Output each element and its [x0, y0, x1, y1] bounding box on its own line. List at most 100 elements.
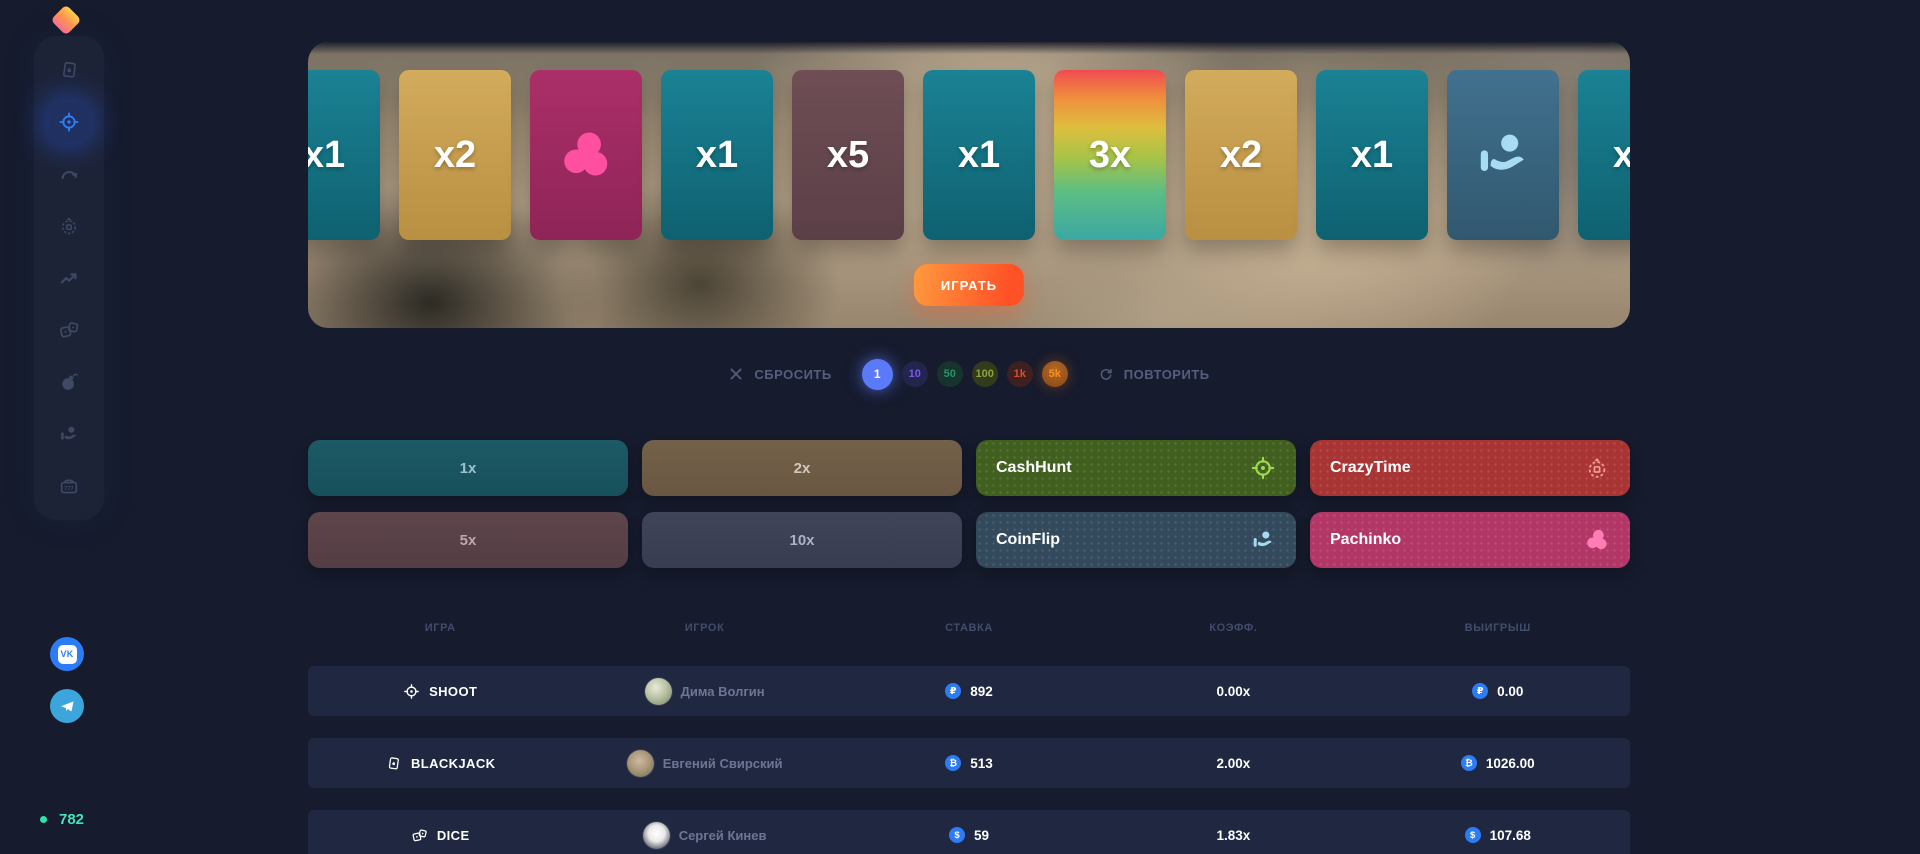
bet-amount: 892: [970, 683, 993, 699]
results-carousel: x1 x2 x1 x5 x1 3x x2 x1 x1 ИГРАТЬ: [308, 42, 1630, 328]
bet-10x-button[interactable]: 10x: [642, 512, 962, 568]
repeat-label: ПОВТОРИТЬ: [1123, 366, 1210, 382]
live-bets-table: ИГРА ИГРОК СТАВКА КОЭФФ. ВЫИГРЫШ SHOOT Д…: [308, 618, 1630, 854]
target-icon: [1250, 455, 1276, 481]
online-dot-icon: [40, 816, 47, 823]
sidebar-item-blackjack[interactable]: [49, 50, 89, 90]
paper-plane-icon: [60, 700, 74, 711]
game-name: SHOOT: [429, 683, 478, 699]
result-card: x1: [1578, 70, 1630, 240]
table-header-row: ИГРА ИГРОК СТАВКА КОЭФФ. ВЫИГРЫШ: [308, 618, 1630, 638]
sidebar-item-crash[interactable]: [49, 154, 89, 194]
col-header-player: ИГРОК: [684, 622, 725, 634]
sidebar-item-dice[interactable]: [49, 310, 89, 350]
bomb-icon: [61, 373, 78, 391]
reset-button[interactable]: СБРОСИТЬ: [728, 366, 831, 382]
brand-diamond-logo[interactable]: [50, 4, 82, 36]
sidebar-item-coinflip[interactable]: [49, 414, 89, 454]
currency-coin-icon: ₿: [945, 755, 962, 771]
sidebar-item-mines[interactable]: [49, 362, 89, 402]
sidebar: 777: [34, 36, 104, 520]
bet-cashhunt-button[interactable]: CashHunt: [976, 440, 1296, 496]
result-card: x1: [1316, 70, 1428, 240]
pachinko-berries-icon: [564, 132, 608, 176]
vk-icon: VK: [57, 644, 77, 664]
chip-50[interactable]: 50: [936, 361, 963, 387]
player-name: Евгений Свирский: [662, 755, 783, 771]
chip-5k[interactable]: 5k: [1041, 361, 1068, 387]
card-label: x2: [1219, 133, 1263, 176]
result-card-crazytime: 3x: [1054, 70, 1166, 240]
bet-coinflip-button[interactable]: CoinFlip: [976, 512, 1296, 568]
col-header-coeff: КОЭФФ.: [1209, 622, 1258, 634]
chip-10[interactable]: 10: [901, 361, 928, 387]
bet-5x-button[interactable]: 5x: [308, 512, 628, 568]
win-amount: 107.68: [1489, 827, 1531, 843]
avatar: [644, 677, 672, 705]
svg-text:777: 777: [64, 486, 73, 492]
chip-selector: 1 10 50 100 1k 5k: [861, 358, 1068, 390]
win-amount: 1026.00: [1485, 755, 1535, 771]
bet-buttons: 1x 2x CashHunt CrazyTime 5x 10x CoinFlip…: [308, 440, 1630, 568]
result-card: x2: [399, 70, 511, 240]
bet-label: Pachinko: [1330, 531, 1402, 548]
online-count: 782: [59, 811, 85, 828]
player-name: Дима Волгин: [680, 683, 765, 699]
chip-1[interactable]: 1: [861, 358, 893, 390]
sidebar-item-trading[interactable]: [49, 258, 89, 298]
sidebar-item-shoot[interactable]: [49, 102, 89, 142]
currency-coin-icon: ₿: [1460, 755, 1477, 771]
chip-100[interactable]: 100: [971, 361, 998, 387]
dice-icon: [411, 827, 428, 844]
card-label: x2: [433, 133, 477, 176]
table-row: BLACKJACK Евгений Свирский ₿ 513 2.00x ₿ 1…: [308, 738, 1630, 788]
dice-icon: [59, 321, 79, 338]
card-label: x1: [1350, 133, 1394, 176]
result-card: x1: [308, 70, 380, 240]
currency-coin-icon: ₽: [1472, 683, 1489, 699]
online-counter: 782: [40, 811, 84, 828]
telegram-social-button[interactable]: [50, 689, 84, 723]
col-header-bet: СТАВКА: [945, 622, 993, 634]
result-card-coinflip: [1447, 70, 1559, 240]
vk-social-button[interactable]: VK: [50, 637, 84, 671]
chip-1k[interactable]: 1k: [1006, 361, 1033, 387]
card-label: 3x: [1088, 133, 1132, 176]
table-row: DICE Сергей Кинев $59 1.83x $107.68: [308, 810, 1630, 854]
wheel-icon: [1584, 455, 1610, 481]
coefficient: 2.00x: [1216, 755, 1251, 771]
handcoin-icon: [1250, 527, 1276, 553]
pachinko-berries-icon: [1584, 527, 1610, 553]
bet-pachinko-button[interactable]: Pachinko: [1310, 512, 1630, 568]
crosshair-icon: [59, 112, 79, 132]
bet-1x-button[interactable]: 1x: [308, 440, 628, 496]
bet-2x-button[interactable]: 2x: [642, 440, 962, 496]
result-card: x2: [1185, 70, 1297, 240]
bet-crazytime-button[interactable]: CrazyTime: [1310, 440, 1630, 496]
handcoin-icon: [61, 426, 77, 440]
reset-label: СБРОСИТЬ: [754, 366, 832, 382]
win-amount: 0.00: [1497, 683, 1524, 699]
result-card: x5: [792, 70, 904, 240]
sidebar-item-crazy-time[interactable]: [49, 206, 89, 246]
bet-amount: 59: [973, 827, 989, 843]
coefficient: 0.00x: [1216, 683, 1251, 699]
avatar: [642, 821, 670, 849]
card-label: x1: [695, 133, 739, 176]
trend-up-icon: [60, 273, 77, 284]
avatar: [626, 749, 654, 777]
card-label: x1: [308, 133, 346, 176]
bet-label: CashHunt: [996, 459, 1072, 476]
card-label: x1: [957, 133, 1001, 176]
crosshair-icon: [403, 683, 420, 700]
handcoin-icon: [1480, 134, 1524, 172]
play-button[interactable]: ИГРАТЬ: [913, 264, 1025, 306]
col-header-win: ВЫИГРЫШ: [1464, 622, 1531, 634]
wheel-icon: [61, 216, 77, 235]
repeat-button[interactable]: ПОВТОРИТЬ: [1098, 366, 1210, 382]
sidebar-item-slots[interactable]: 777: [49, 466, 89, 506]
cards-icon: [385, 755, 402, 772]
slot-machine-icon: 777: [60, 479, 78, 494]
player-name: Сергей Кинев: [678, 827, 767, 843]
